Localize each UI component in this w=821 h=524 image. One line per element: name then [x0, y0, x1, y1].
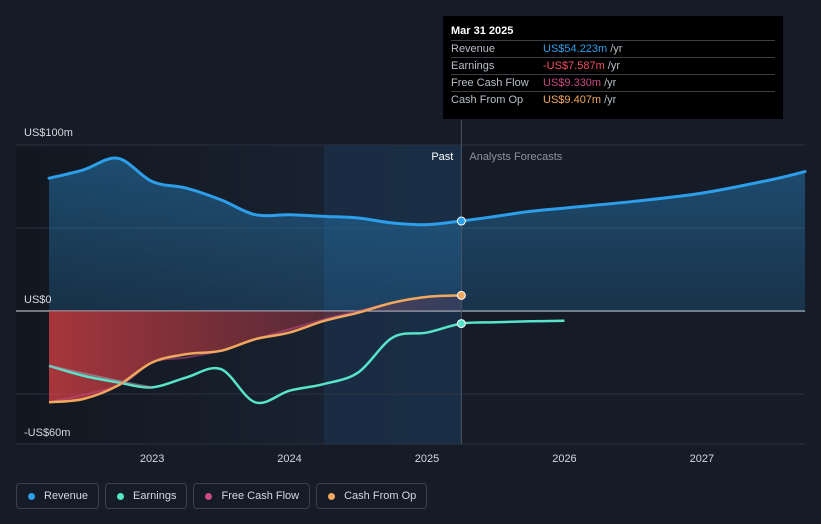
revenue-marker: [456, 216, 466, 226]
legend-dot-icon: [28, 492, 35, 500]
tooltip-unit: /yr: [610, 43, 623, 55]
tooltip-label: Revenue: [451, 43, 496, 55]
tooltip-label: Cash From Op: [451, 94, 524, 106]
legend-item-revenue[interactable]: Revenue: [16, 483, 100, 509]
x-tick-label: 2025: [415, 453, 439, 465]
legend-item-cash-from-op[interactable]: Cash From Op: [316, 483, 428, 509]
cash-from-op-line: [48, 294, 462, 404]
revenue-area: [49, 158, 805, 311]
tooltip-value: US$9.407m: [543, 94, 602, 106]
legend-dot-icon: [117, 492, 125, 500]
tooltip-row-revenue: Revenue US$54.223m /yr: [451, 40, 775, 57]
tooltip-value: US$9.330m: [543, 77, 602, 89]
past-label: Past: [431, 151, 453, 163]
tooltip-row-free-cash-flow: Free Cash Flow US$9.330m /yr: [451, 74, 775, 91]
legend-item-free-cash-flow[interactable]: Free Cash Flow: [193, 483, 311, 509]
x-tick-label: 2027: [690, 453, 714, 465]
legend-dot-icon: [328, 492, 336, 500]
x-tick-label: 2024: [277, 453, 301, 465]
cash-from-op-area: [49, 295, 462, 403]
legend-label: Earnings: [133, 490, 177, 502]
tooltip-label: Earnings: [451, 60, 495, 72]
cash-from-op-marker: [456, 290, 466, 300]
forecast-label: Analysts Forecasts: [469, 151, 562, 163]
legend: Revenue Earnings Free Cash Flow Cash Fro…: [16, 483, 428, 509]
y-tick-label: US$0: [24, 294, 52, 306]
tooltip-unit: /yr: [604, 94, 617, 106]
x-tick-label: 2026: [552, 453, 576, 465]
tooltip-unit: /yr: [607, 60, 620, 72]
legend-label: Revenue: [44, 490, 89, 502]
tooltip: Mar 31 2025 Revenue US$54.223m /yr Earni…: [443, 16, 783, 119]
tooltip-date: Mar 31 2025: [451, 25, 514, 37]
tooltip-row-cash-from-op: Cash From Op US$9.407m /yr: [451, 91, 775, 108]
legend-item-earnings[interactable]: Earnings: [105, 483, 188, 509]
legend-label: Free Cash Flow: [221, 490, 300, 502]
legend-dot-icon: [205, 492, 213, 500]
x-tick-label: 2023: [140, 453, 164, 465]
tooltip-label: Free Cash Flow: [451, 77, 529, 89]
legend-label: Cash From Op: [344, 490, 417, 502]
earnings-line: [48, 319, 565, 405]
earnings-marker: [456, 319, 466, 329]
tooltip-value: -US$7.587m: [543, 60, 605, 72]
tooltip-row-earnings: Earnings -US$7.587m /yr: [451, 57, 775, 74]
revenue-line: [47, 156, 807, 227]
tooltip-unit: /yr: [604, 77, 617, 89]
tooltip-value: US$54.223m: [543, 43, 608, 55]
y-tick-label: -US$60m: [24, 427, 70, 439]
y-tick-label: US$100m: [24, 127, 73, 139]
earnings-history-line: [48, 364, 153, 389]
